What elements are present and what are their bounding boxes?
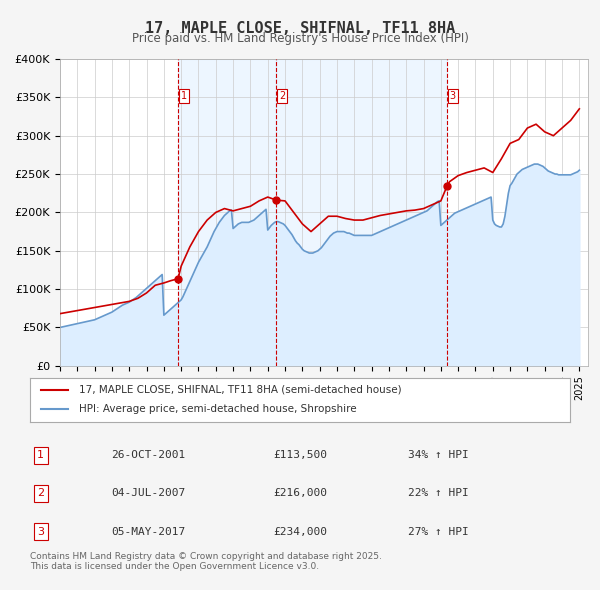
Text: 17, MAPLE CLOSE, SHIFNAL, TF11 8HA: 17, MAPLE CLOSE, SHIFNAL, TF11 8HA (145, 21, 455, 35)
Text: 3: 3 (449, 91, 455, 101)
Text: £113,500: £113,500 (273, 450, 327, 460)
Text: 27% ↑ HPI: 27% ↑ HPI (408, 527, 469, 536)
Text: 1: 1 (181, 91, 187, 101)
Text: 2: 2 (37, 489, 44, 499)
Bar (178, 59, 277, 366)
Text: 3: 3 (37, 527, 44, 536)
Text: 2: 2 (279, 91, 285, 101)
Text: 17, MAPLE CLOSE, SHIFNAL, TF11 8HA (semi-detached house): 17, MAPLE CLOSE, SHIFNAL, TF11 8HA (semi… (79, 385, 401, 395)
Text: £216,000: £216,000 (273, 489, 327, 499)
Text: Contains HM Land Registry data © Crown copyright and database right 2025.
This d: Contains HM Land Registry data © Crown c… (30, 552, 382, 571)
Text: 34% ↑ HPI: 34% ↑ HPI (408, 450, 469, 460)
Bar (277, 59, 447, 366)
Text: Price paid vs. HM Land Registry's House Price Index (HPI): Price paid vs. HM Land Registry's House … (131, 32, 469, 45)
Text: 26-OCT-2001: 26-OCT-2001 (111, 450, 185, 460)
Text: 22% ↑ HPI: 22% ↑ HPI (408, 489, 469, 499)
Text: 05-MAY-2017: 05-MAY-2017 (111, 527, 185, 536)
Text: HPI: Average price, semi-detached house, Shropshire: HPI: Average price, semi-detached house,… (79, 405, 356, 414)
Text: 1: 1 (37, 450, 44, 460)
Text: 04-JUL-2007: 04-JUL-2007 (111, 489, 185, 499)
Text: £234,000: £234,000 (273, 527, 327, 536)
